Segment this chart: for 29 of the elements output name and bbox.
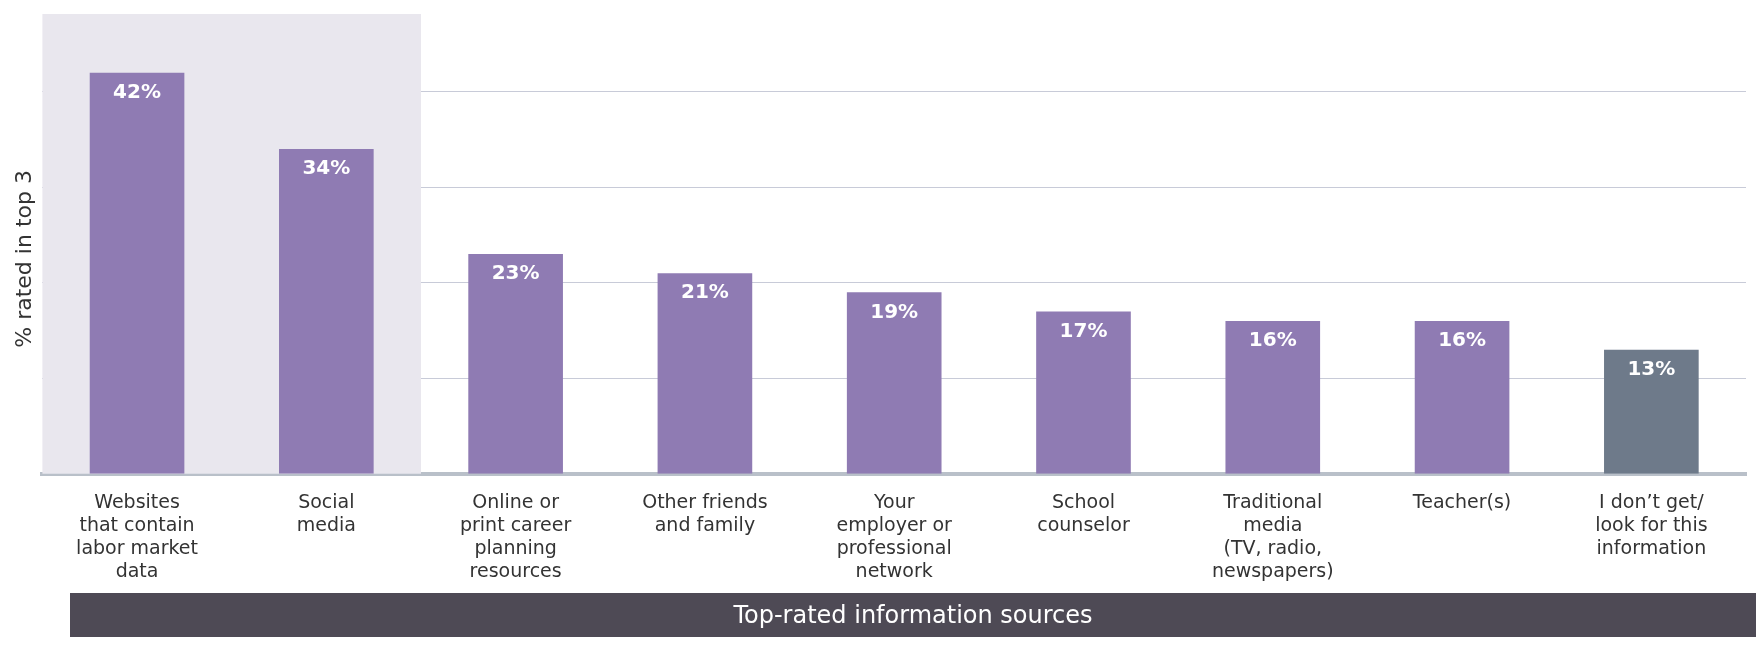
data-label: 42% — [113, 78, 161, 103]
bar — [1036, 311, 1131, 474]
x-tick-label: I don’t get/ look for this information — [1595, 490, 1708, 558]
bar — [1414, 320, 1510, 474]
x-tick-label: Traditional media (TV, radio, newspapers) — [1211, 490, 1334, 581]
data-label: 23% — [491, 260, 540, 285]
data-label: 21% — [680, 279, 729, 304]
bar — [279, 149, 374, 474]
data-label: 17% — [1059, 317, 1108, 342]
data-label: 19% — [870, 298, 919, 323]
x-tick-label: School counselor — [1037, 490, 1130, 535]
x-tick-label: Social media — [296, 490, 356, 535]
data-label: 13% — [1627, 355, 1676, 380]
x-tick-label: Teacher(s) — [1411, 490, 1512, 513]
bar — [846, 292, 942, 474]
data-label: 16% — [1248, 327, 1297, 352]
bar — [657, 273, 753, 474]
bar — [468, 254, 563, 474]
bar — [1604, 349, 1699, 474]
x-tick-label: Other friends and family — [642, 490, 768, 535]
y-axis-title: % rated in top 3 — [10, 170, 36, 348]
data-label: 34% — [302, 155, 351, 180]
x-tick-label: Online or print career planning resources — [459, 490, 572, 581]
x-axis-title: Top-rated information sources — [70, 593, 1756, 637]
x-tick-label: Websites that contain labor market data — [76, 490, 198, 581]
data-label: 16% — [1438, 327, 1486, 352]
x-tick-label: Your employer or professional network — [836, 490, 953, 581]
bar — [1225, 320, 1321, 474]
bar — [89, 72, 185, 474]
